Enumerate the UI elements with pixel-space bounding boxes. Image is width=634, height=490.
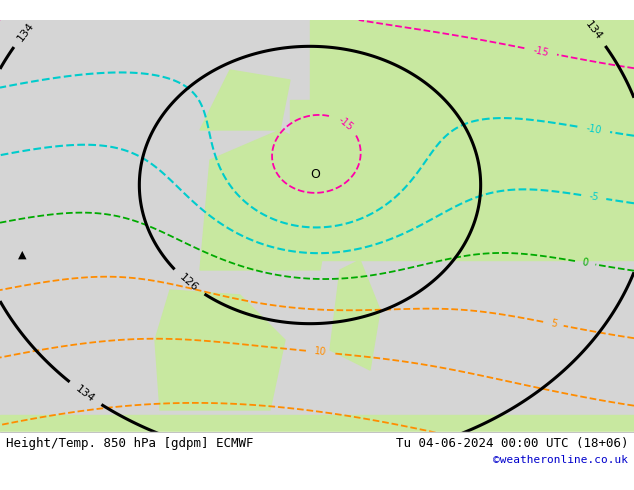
Polygon shape [290, 100, 634, 260]
Text: Height/Temp. 850 hPa [gdpm] ECMWF: Height/Temp. 850 hPa [gdpm] ECMWF [6, 438, 254, 450]
Text: 134: 134 [15, 21, 36, 43]
Polygon shape [200, 130, 340, 270]
Polygon shape [0, 432, 634, 470]
Text: 15: 15 [470, 436, 485, 448]
Text: 126: 126 [178, 272, 200, 294]
Text: O: O [310, 169, 320, 181]
Text: ▲: ▲ [18, 250, 26, 260]
Text: -10: -10 [585, 123, 602, 136]
Polygon shape [155, 290, 285, 410]
Polygon shape [330, 260, 380, 370]
Polygon shape [200, 70, 290, 130]
Text: ©weatheronline.co.uk: ©weatheronline.co.uk [493, 455, 628, 465]
Text: -15: -15 [336, 115, 355, 132]
Text: 134: 134 [583, 20, 604, 42]
Text: 10: 10 [314, 346, 327, 358]
Text: 134: 134 [74, 383, 96, 404]
Text: 0: 0 [581, 257, 589, 268]
Text: 5: 5 [549, 318, 557, 329]
Text: -15: -15 [532, 45, 550, 58]
Text: -5: -5 [588, 191, 599, 203]
Polygon shape [0, 415, 634, 470]
Polygon shape [310, 20, 634, 110]
Text: Tu 04-06-2024 00:00 UTC (18+06): Tu 04-06-2024 00:00 UTC (18+06) [396, 438, 628, 450]
Polygon shape [0, 20, 634, 470]
